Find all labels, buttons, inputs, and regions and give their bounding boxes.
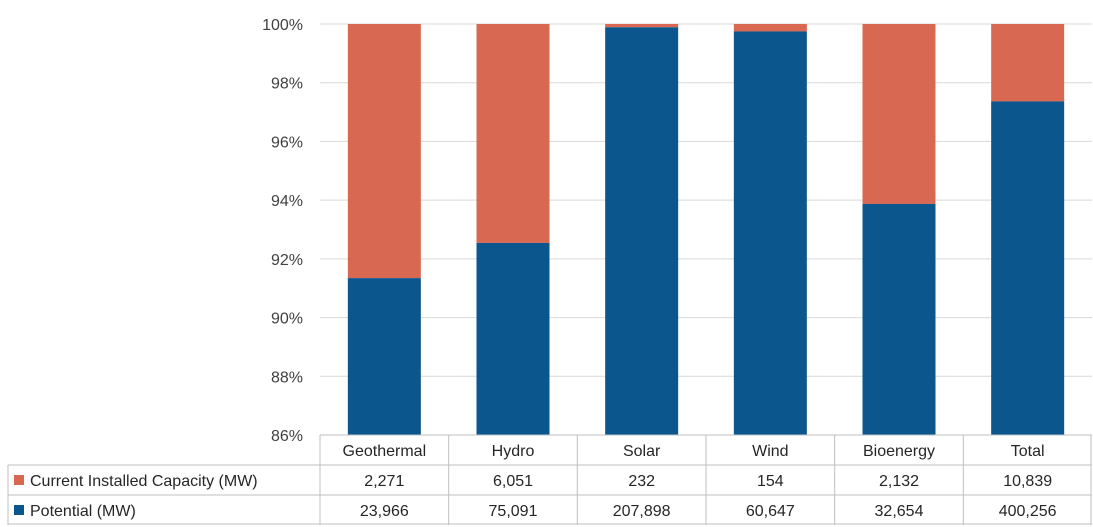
data-table-value: 207,898 [613,503,671,520]
y-tick-label: 92% [271,252,303,269]
legend-label: Current Installed Capacity (MW) [30,473,258,490]
bar-current-installed-capacity [862,24,936,204]
data-table-value: 10,839 [1003,473,1052,490]
y-tick-label: 96% [271,134,303,151]
bar-potential [862,203,936,435]
bar-potential [347,278,421,435]
y-tick-label: 94% [271,193,303,210]
data-table-value: 75,091 [489,503,538,520]
x-category-label: Solar [623,443,661,460]
data-table-value: 23,966 [360,503,409,520]
y-axis-ticks: 86% 88% 90% 92% 94% 96% 98% 100% [262,17,303,445]
data-table-value: 32,654 [875,503,924,520]
bar-potential [733,31,807,436]
data-table: Geothermal Hydro Solar Wind Bioenergy Total Cu… [7,434,1092,525]
data-table-value: 2,271 [364,473,404,490]
y-tick-label: 100% [262,17,303,34]
x-category-label: Wind [752,443,788,460]
bar-current-installed-capacity [605,24,679,28]
legend-key [14,505,24,515]
data-table-value: 2,132 [879,473,919,490]
legend-label: Potential (MW) [30,503,136,520]
bars [347,24,1065,436]
x-category-label: Hydro [492,443,535,460]
bar-potential [991,101,1065,435]
y-tick-label: 98% [271,76,303,93]
data-table-value: 400,256 [999,503,1057,520]
bar-current-installed-capacity [347,24,421,279]
bar-current-installed-capacity [991,24,1065,102]
legend-key [14,475,24,485]
bar-potential [605,27,679,436]
y-tick-label: 86% [271,428,303,445]
x-category-label: Bioenergy [863,443,935,460]
data-table-value: 232 [628,473,655,490]
data-table-value: 154 [757,473,784,490]
x-category-label: Total [1011,443,1045,460]
y-tick-label: 88% [271,369,303,386]
data-table-value: 6,051 [493,473,533,490]
data-table-value: 60,647 [746,503,795,520]
gridlines [320,23,1092,377]
y-tick-label: 90% [271,311,303,328]
bar-current-installed-capacity [476,24,550,243]
bar-potential [476,242,550,435]
bar-current-installed-capacity [733,24,807,32]
x-category-label: Geothermal [343,443,427,460]
